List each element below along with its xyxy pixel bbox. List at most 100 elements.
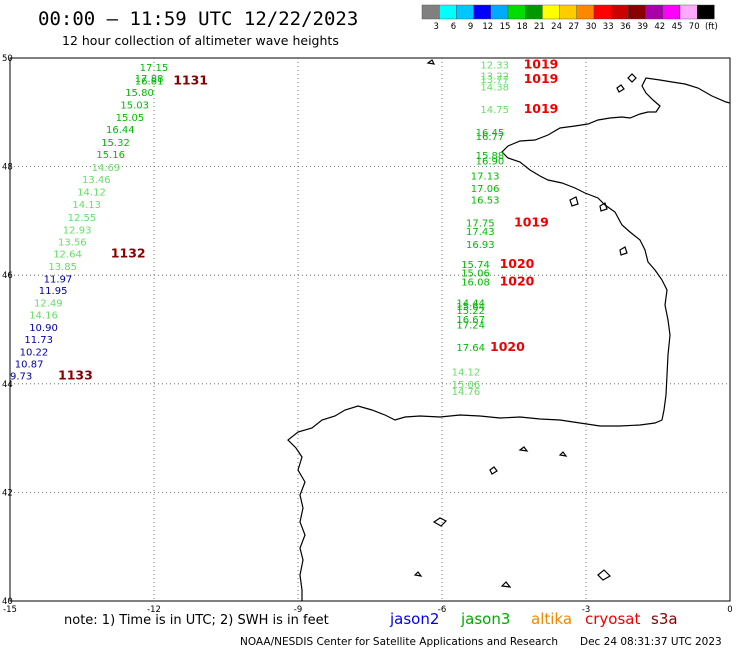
- swh-observation: 15.03: [120, 100, 149, 111]
- swh-observation: 13.56: [58, 237, 87, 248]
- legend-label: (ft): [705, 22, 718, 32]
- legend-label: 45: [672, 22, 683, 32]
- swh-observation: 15.88: [476, 151, 505, 162]
- swh-observation: 13.85: [48, 262, 77, 273]
- legend-label: 42: [654, 22, 665, 32]
- satellite-legend: jason2 jason3 altika cryosat s3a: [389, 610, 678, 628]
- legend-swatch: [456, 4, 474, 20]
- pressure-value: 1019: [524, 101, 559, 116]
- swh-observation: 14.75: [480, 105, 509, 116]
- legend-swatch: [542, 4, 560, 20]
- swh-observation: 12.93: [63, 225, 92, 236]
- swh-observation: 11.97: [44, 274, 73, 285]
- legend-label: 12: [482, 22, 493, 32]
- swh-observation: 14.12: [452, 368, 481, 379]
- swh-observation: 17.15: [140, 63, 169, 74]
- lon-tick-label: -15: [3, 605, 17, 615]
- legend-label: 30: [586, 22, 597, 32]
- legend-label: 27: [568, 22, 579, 32]
- lon-tick-label: 0: [727, 605, 732, 615]
- legend-label: 39: [637, 22, 648, 32]
- swh-observation: 16.08: [461, 278, 490, 289]
- legend-label: 70: [689, 22, 700, 32]
- swh-observation: 15.64: [456, 302, 485, 313]
- swh-observation: 13.46: [82, 175, 111, 186]
- pressure-value: 1020: [500, 274, 535, 289]
- legend-label: 24: [551, 22, 562, 32]
- swh-observation: 15.32: [101, 138, 130, 149]
- swh-observation: 14.38: [480, 83, 509, 94]
- swh-observation: 14.16: [29, 311, 58, 322]
- swh-observation: 16.45: [476, 128, 505, 139]
- legend-label: 36: [620, 22, 631, 32]
- swh-observation: 15.16: [96, 150, 125, 161]
- lat-tick-label: 50: [2, 54, 13, 64]
- lat-tick-label: 46: [2, 271, 13, 281]
- legend-swatch: [559, 4, 577, 20]
- swh-observation: 14.13: [72, 200, 101, 211]
- legend-swatch: [662, 4, 681, 20]
- swh-observation: 11.95: [39, 286, 68, 297]
- swh-observation: 17.88: [135, 74, 164, 85]
- lat-tick-label: 44: [2, 380, 13, 390]
- legend-swatch: [593, 4, 612, 20]
- legend-swatch: [439, 4, 457, 20]
- legend-label: 33: [603, 22, 614, 32]
- satellite-name: jason2: [389, 610, 439, 628]
- swh-observation: 12.64: [53, 249, 82, 260]
- axis-tick-labels: -15 -12 -9 -6 -3 0 50 48 46 44 42 40: [2, 54, 733, 615]
- swh-observation: 13.77: [480, 75, 509, 86]
- coastline-channel-islands: [569, 73, 637, 256]
- lat-tick-label: 48: [2, 163, 13, 173]
- legend-swatch: [645, 4, 663, 20]
- swh-observation: 17.64: [456, 343, 485, 354]
- footer-credit: NOAA/NESDIS Center for Satellite Applica…: [240, 636, 558, 648]
- map-plot-area: [9, 57, 731, 602]
- lat-tick-label: 40: [2, 597, 13, 607]
- swh-observation: 15.06: [461, 268, 490, 279]
- lat-tick-label: 42: [2, 488, 13, 498]
- lat-lon-grid: [10, 58, 730, 601]
- swh-observation: 10.87: [15, 360, 44, 371]
- legend-swatch: [611, 4, 629, 20]
- legend-swatch: [697, 4, 715, 20]
- swh-observation: 17.43: [466, 227, 495, 238]
- coastline-small-islands: [413, 59, 611, 588]
- legend-swatch: [628, 4, 646, 20]
- legend-swatch: [576, 4, 595, 20]
- pressure-value: 1020: [490, 339, 525, 354]
- map-title: 00:00 – 11:59 UTC 12/22/2023: [38, 8, 358, 30]
- swh-observation: 15.74: [461, 260, 490, 271]
- swh-observation: 10.22: [20, 348, 49, 359]
- coastline-france-atlantic: [501, 77, 731, 281]
- pressure-value: 1133: [58, 367, 93, 382]
- satellite-name: s3a: [651, 610, 678, 628]
- pressure-value: 1019: [524, 56, 559, 71]
- legend-swatch: [525, 4, 543, 20]
- swh-observation: 15.22: [456, 306, 485, 317]
- swh-observation: 14.44: [456, 299, 485, 310]
- swh-observation: 17.24: [456, 320, 485, 331]
- coastline: [287, 59, 731, 601]
- legend-swatch: [679, 4, 698, 20]
- legend-swatch: [473, 4, 492, 20]
- swh-observation: 17.75: [466, 218, 495, 229]
- swh-observation: 10.90: [29, 323, 58, 334]
- pressure-value: 1131: [173, 73, 208, 88]
- pressure-value: 1019: [524, 71, 559, 86]
- lon-tick-label: -12: [147, 605, 161, 615]
- swh-observation: 16.90: [476, 156, 505, 167]
- pressure-value: 1019: [514, 214, 549, 229]
- satellite-name: altika: [531, 610, 572, 628]
- lon-tick-label: -9: [294, 605, 302, 615]
- satellite-name: cryosat: [585, 610, 640, 628]
- swh-observation: 16.44: [106, 125, 135, 136]
- legend-label: 21: [534, 22, 545, 32]
- legend-label: 18: [517, 22, 528, 32]
- note-text: note: 1) Time is in UTC; 2) SWH is in fe…: [64, 613, 329, 628]
- swh-observation: 12.49: [34, 299, 63, 310]
- swh-observation: 16.53: [471, 196, 500, 207]
- pressure-value: 1132: [111, 245, 146, 260]
